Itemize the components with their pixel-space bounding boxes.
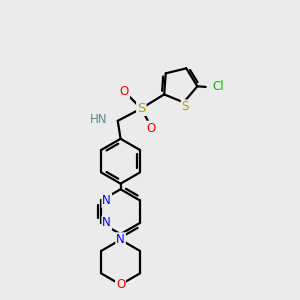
- Text: S: S: [137, 102, 146, 115]
- Text: N: N: [116, 233, 125, 246]
- Text: HN: HN: [90, 113, 108, 126]
- Text: N: N: [102, 216, 111, 230]
- Text: N: N: [102, 194, 111, 207]
- Text: O: O: [147, 122, 156, 135]
- Text: Cl: Cl: [212, 80, 224, 93]
- Text: O: O: [116, 278, 125, 291]
- Text: O: O: [120, 85, 129, 98]
- Text: S: S: [182, 100, 189, 113]
